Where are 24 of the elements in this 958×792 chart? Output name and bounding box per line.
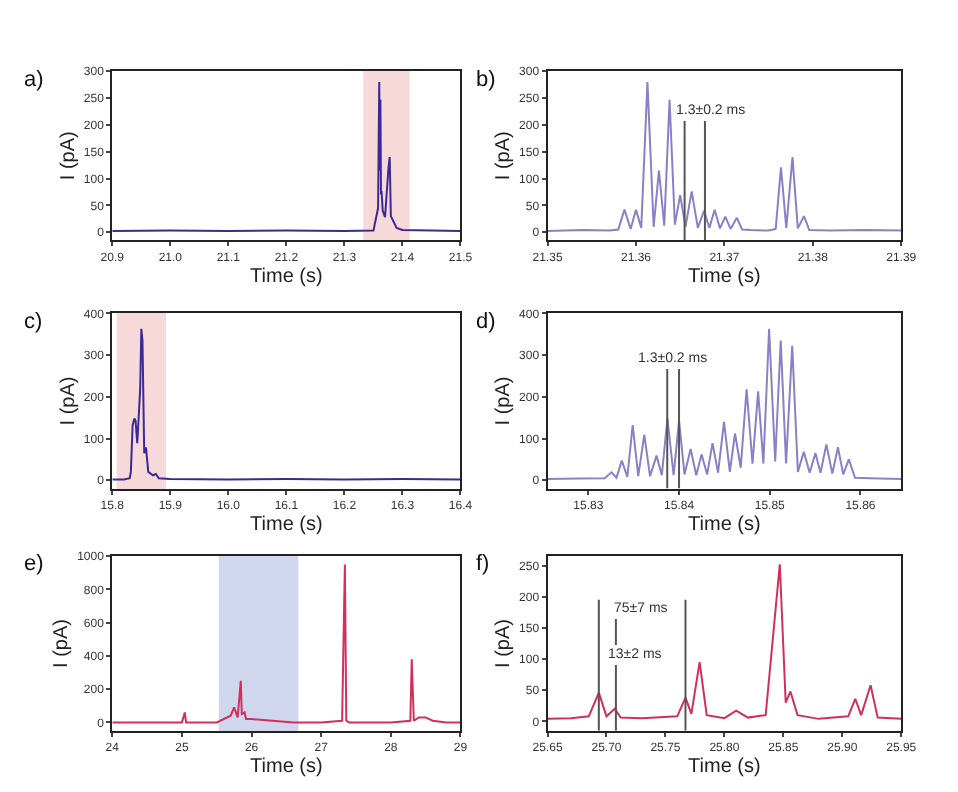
line-series <box>547 563 902 720</box>
x-axis-title: Time (s) <box>250 514 323 536</box>
chart-title: d) <box>476 310 496 334</box>
y-axis-title: I (pA) <box>51 618 74 668</box>
chart-title: f) <box>476 552 490 576</box>
chart-title: c) <box>24 310 43 334</box>
line-series <box>112 80 461 233</box>
x-axis-title: Time (s) <box>250 265 323 288</box>
line-series <box>547 327 902 481</box>
chart-title: a) <box>24 68 44 92</box>
y-axis-title: I (pA) <box>57 131 80 181</box>
y-axis-title: I (pA) <box>57 376 80 426</box>
y-axis-title: I (pA) <box>493 376 516 426</box>
y-axis-title: I (pA) <box>493 618 516 668</box>
line-series <box>547 80 902 233</box>
chart-title: e) <box>24 552 44 576</box>
line-series <box>112 327 461 481</box>
x-axis-title: Time (s) <box>250 756 323 779</box>
x-axis-title: Time (s) <box>688 756 761 779</box>
chart-title: b) <box>476 68 496 92</box>
line-series <box>112 563 461 724</box>
x-axis-title: Time (s) <box>688 265 761 288</box>
x-axis-title: Time (s) <box>688 514 761 536</box>
y-axis-title: I (pA) <box>493 131 516 181</box>
